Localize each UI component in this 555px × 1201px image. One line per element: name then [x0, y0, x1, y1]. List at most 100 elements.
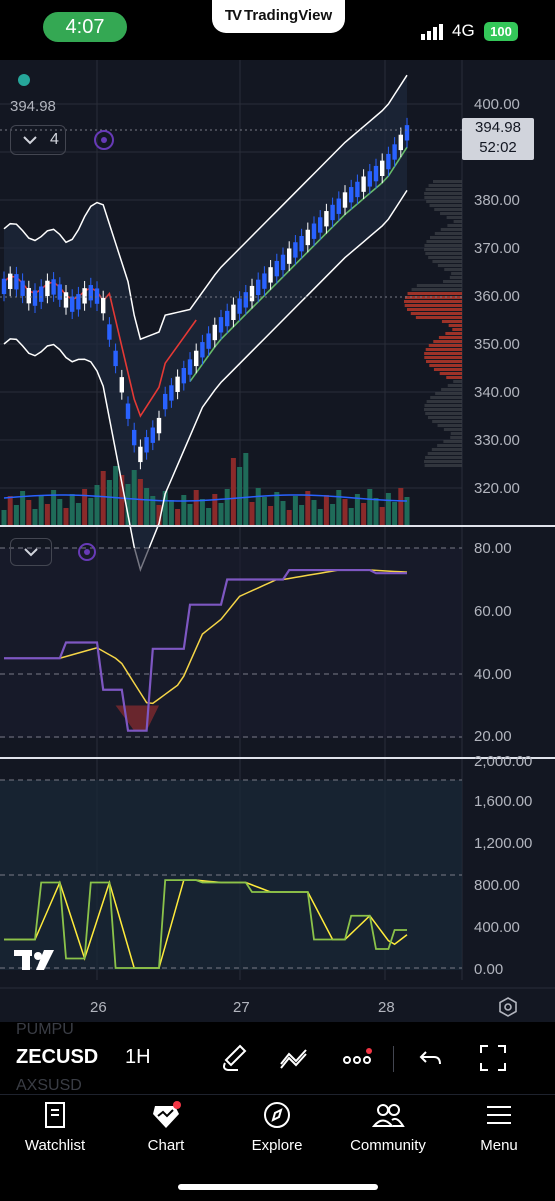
volume-bar	[404, 497, 410, 525]
market-status-icon	[18, 74, 30, 86]
volume-bar	[137, 479, 143, 525]
volume-profile-bar	[451, 272, 462, 275]
volume-bar	[75, 503, 81, 525]
sync-icon[interactable]	[76, 541, 98, 563]
candle-body	[262, 273, 267, 289]
candle-body	[361, 176, 366, 192]
volume-profile-bar	[427, 452, 462, 455]
current-price-tag	[462, 118, 534, 160]
volume-profile-bar	[426, 240, 462, 243]
volume-profile-bar	[440, 228, 462, 231]
candle-body	[181, 368, 186, 384]
symbol-selector[interactable]: ZECUSD	[16, 1046, 99, 1068]
home-indicator	[178, 1184, 378, 1190]
volume-profile-bar	[433, 340, 462, 343]
volume-profile-bar	[425, 252, 462, 255]
volume-profile-bar	[407, 292, 462, 295]
nav-menu[interactable]	[444, 1100, 554, 1135]
volume-bar	[274, 492, 280, 525]
candlesticks	[1, 117, 410, 470]
volume-profile-bar	[424, 248, 462, 251]
volume-profile-bar	[441, 388, 462, 391]
volume-bar	[224, 489, 230, 525]
volume-bar	[261, 497, 267, 525]
volume-profile-bar	[432, 420, 462, 423]
candle-body	[243, 292, 248, 308]
candle-body	[380, 160, 385, 176]
volume-profile-bar	[437, 264, 462, 267]
brush-icon[interactable]	[220, 1043, 248, 1073]
bollinger-lower-line	[3, 189, 408, 572]
bar-countdown: 52:02	[479, 139, 517, 156]
volume-profile-bar	[424, 460, 462, 463]
volume-profile-bar	[429, 204, 462, 207]
volume-profile-bar	[427, 416, 462, 419]
sync-icon[interactable]	[92, 129, 116, 151]
legend-collapse-button[interactable]	[10, 125, 66, 155]
volume-profile-bar	[404, 304, 462, 307]
volume-bar	[100, 471, 106, 525]
candle-body	[392, 144, 397, 160]
candle-body	[398, 134, 403, 151]
volume-profile-bar	[410, 312, 462, 315]
volume-bar	[249, 502, 255, 525]
volume-bar	[26, 500, 32, 525]
chart-toolbar	[0, 1022, 555, 1094]
volume-bar	[212, 494, 218, 525]
nav-chart[interactable]	[111, 1100, 221, 1135]
date-tick: 28	[378, 999, 395, 1016]
battery-icon: 100	[484, 22, 518, 41]
more-icon[interactable]	[341, 1048, 375, 1068]
nav-community[interactable]	[333, 1100, 443, 1135]
candle-body	[8, 273, 13, 289]
volume-bar	[255, 488, 261, 525]
rsi-collapse-button[interactable]	[10, 538, 52, 566]
volume-profile-bar	[404, 300, 462, 303]
volume-profile-bar	[426, 400, 462, 403]
nav-watchlist[interactable]	[0, 1100, 110, 1135]
volume-bar	[317, 509, 323, 525]
nav-explore[interactable]	[222, 1100, 332, 1135]
candle-body	[293, 242, 298, 258]
candle-body	[305, 229, 310, 246]
volume-bar	[168, 500, 174, 525]
volume-profile-bar	[407, 308, 462, 311]
settings-hexagon-icon[interactable]	[497, 996, 519, 1018]
volume-bar	[199, 499, 205, 525]
candle-body	[82, 288, 87, 304]
book-icon	[45, 1102, 65, 1128]
volume-bar	[1, 510, 7, 525]
volume-bar	[193, 490, 199, 525]
volume-profile-bar	[444, 268, 462, 271]
interval-selector[interactable]: 1H	[125, 1046, 151, 1068]
app-brand: TradingView	[244, 7, 333, 24]
undo-icon[interactable]	[418, 1046, 444, 1070]
candle-body	[249, 285, 255, 302]
volume-bar	[268, 506, 274, 525]
fullscreen-icon[interactable]	[479, 1044, 507, 1072]
volume-profile-bar	[452, 328, 462, 331]
candle-body	[63, 292, 69, 308]
candle-body	[386, 153, 391, 170]
candle-body	[404, 125, 410, 141]
volume-profile-bar	[437, 444, 462, 447]
volume-ma-line	[3, 494, 408, 502]
volume-bar	[162, 491, 168, 525]
volume-profile-bar	[450, 436, 462, 439]
candle-body	[119, 377, 124, 393]
volume-bar	[7, 496, 13, 525]
app-banner[interactable]: TV TradingView	[212, 0, 345, 33]
candle-body	[225, 310, 230, 327]
chart-canvas[interactable]	[0, 60, 555, 1022]
volume-profile-bar	[447, 224, 462, 227]
volume-profile-bar	[428, 184, 462, 187]
indicators-icon[interactable]	[278, 1046, 310, 1070]
volume-bar	[51, 490, 57, 525]
menu-icon	[487, 1106, 511, 1124]
indicator-count: 4	[50, 131, 59, 148]
volume-bar	[367, 489, 373, 525]
candle-body	[125, 403, 131, 419]
volume-bar	[150, 496, 156, 525]
volume-profile-bar	[448, 324, 462, 327]
candle-body	[94, 288, 100, 304]
